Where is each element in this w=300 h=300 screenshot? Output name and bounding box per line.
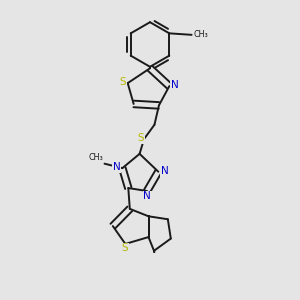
Text: CH₃: CH₃ bbox=[89, 153, 104, 162]
Text: N: N bbox=[161, 166, 169, 176]
Text: N: N bbox=[112, 162, 120, 172]
Text: N: N bbox=[143, 191, 151, 201]
Text: S: S bbox=[120, 76, 126, 87]
Text: CH₃: CH₃ bbox=[193, 30, 208, 39]
Text: N: N bbox=[171, 80, 178, 90]
Text: S: S bbox=[137, 134, 144, 143]
Text: S: S bbox=[122, 243, 128, 254]
